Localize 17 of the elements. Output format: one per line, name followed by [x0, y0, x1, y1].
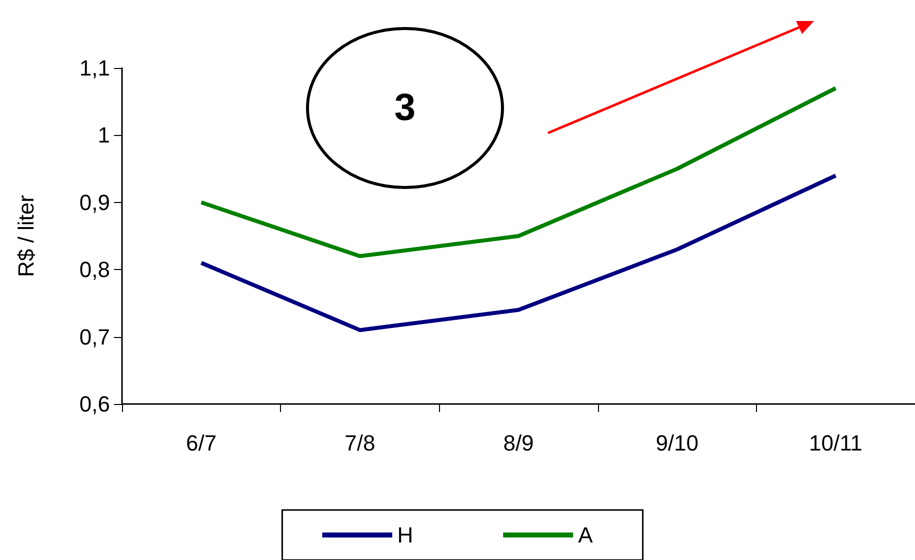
circle-outline: 3 [306, 27, 504, 189]
y-tick-label: 0,8 [79, 257, 110, 282]
x-tick-label: 6/7 [186, 430, 217, 456]
y-axis-title: R$ / liter [14, 195, 38, 277]
x-tick-label: 9/10 [656, 430, 699, 456]
legend-label: H [397, 522, 414, 548]
line-series [199, 86, 838, 258]
x-tick-label: 10/11 [808, 430, 862, 456]
y-tick-label: 0,9 [79, 190, 110, 215]
y-tick-label: 0,6 [79, 392, 110, 416]
line-series [199, 174, 838, 332]
x-tick-label: 8/9 [503, 430, 534, 456]
legend-label: A [578, 522, 594, 548]
x-tick-label: 7/8 [344, 430, 376, 456]
y-tick-label: 0,7 [79, 324, 110, 350]
y-tick-label: 1 [98, 122, 110, 148]
y-tick-label: 1,1 [79, 56, 110, 80]
